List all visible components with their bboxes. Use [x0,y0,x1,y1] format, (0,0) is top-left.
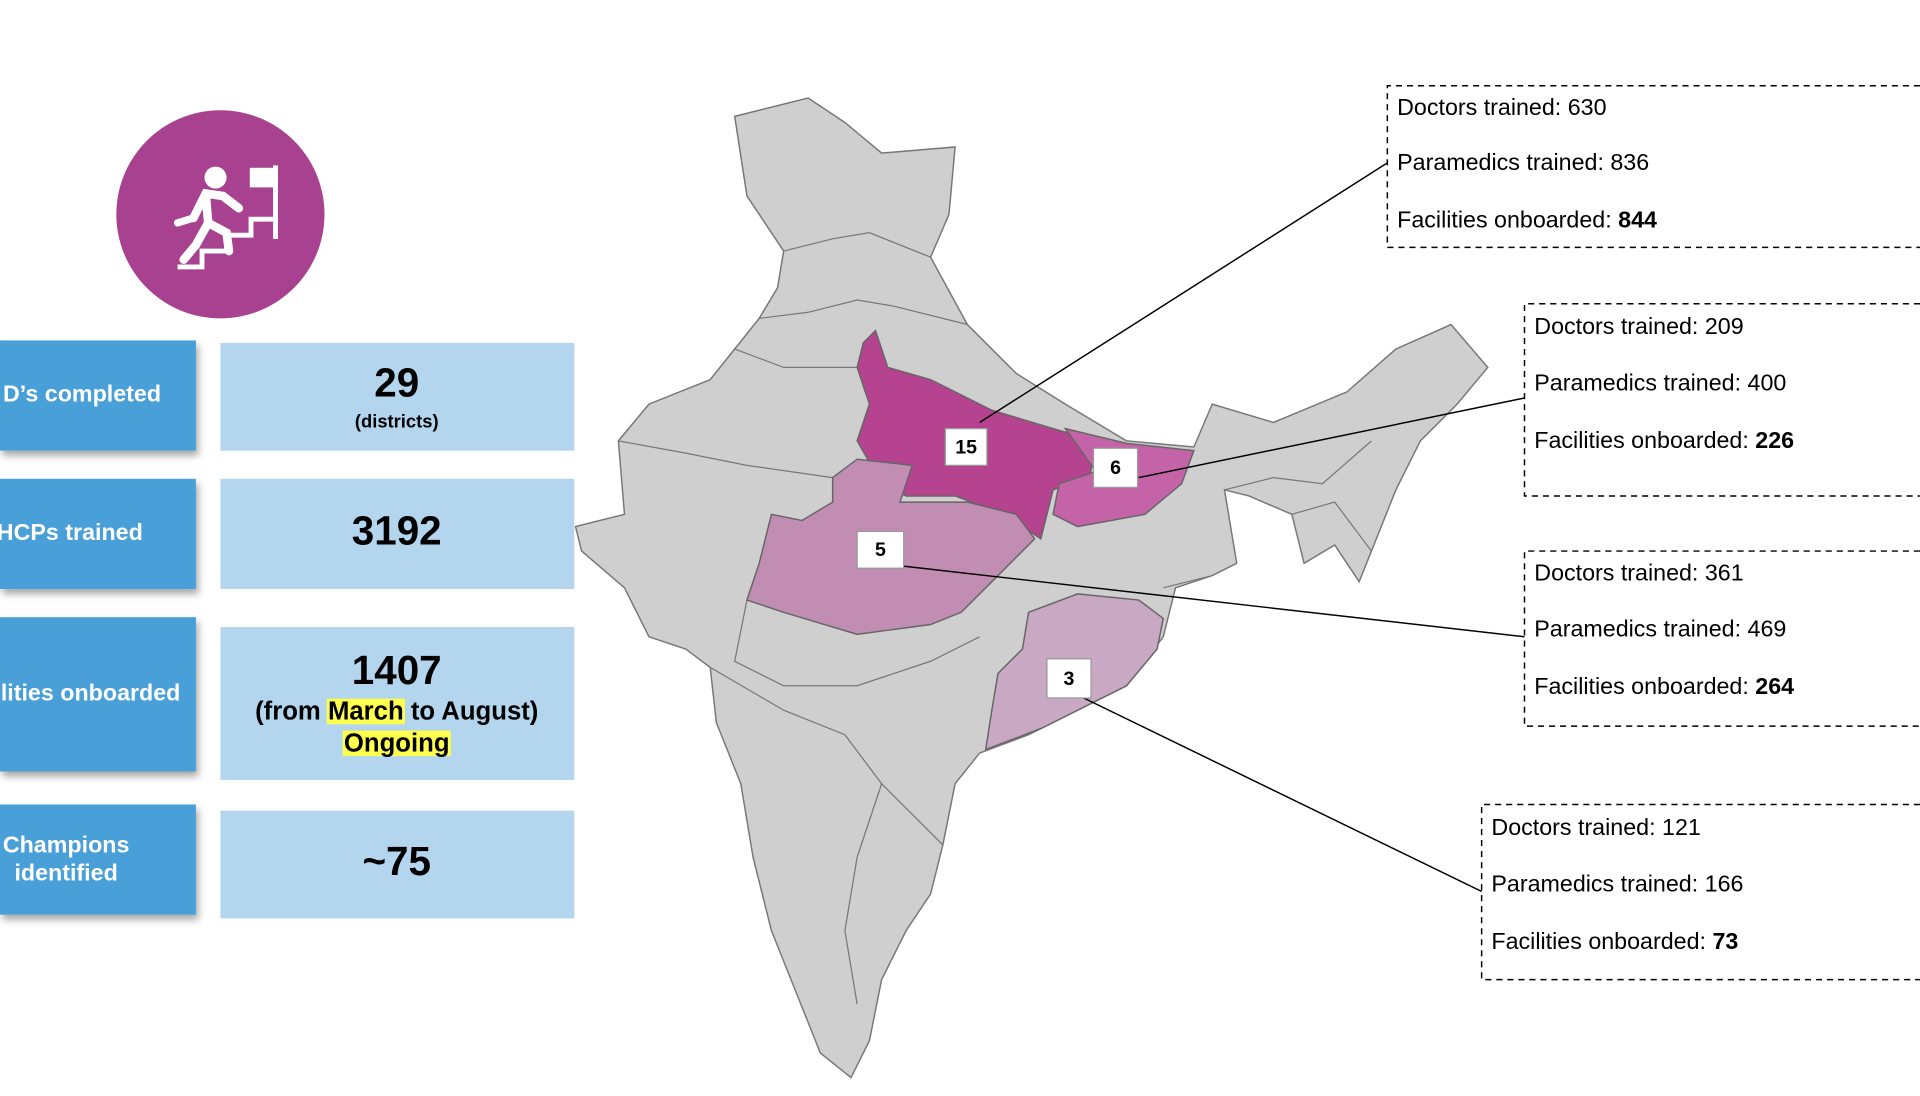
callout-line: Paramedics trained: 166 [1491,870,1743,896]
goal-icon [116,110,325,319]
map-marker [856,530,905,569]
marker-label: 5 [875,539,886,561]
note-part: (from [255,697,321,725]
callout-label: Facilities onboarded: [1534,427,1749,453]
state-borders [618,232,1372,1005]
callout-value: 264 [1755,673,1794,699]
callout-value: 469 [1748,616,1787,642]
text-highlight [342,730,451,757]
callout-value: 400 [1748,370,1787,396]
stat-label: lities onboarded [1,679,181,705]
callout-label: Facilities onboarded: [1491,928,1706,954]
stat-value: 1407 [352,647,442,693]
callout-line: Doctors trained: 630 [1397,94,1606,120]
callout-label: Doctors trained: [1534,559,1698,585]
stat-value: ~75 [362,838,431,884]
marker-label: 6 [1110,457,1121,479]
stat-label: Champions [3,831,130,857]
label-box [0,478,196,590]
callout-label: Doctors trained: [1397,94,1561,120]
callout-line: Facilities onboarded: 844 [1397,207,1657,233]
callout-label: Paramedics trained: [1491,870,1698,896]
note-part: to August) [411,697,539,725]
map-marker [1046,658,1092,699]
callout-value: 209 [1705,313,1744,339]
stats-panel: D’s completed 29 (districts) HCPs trained 31… [0,340,575,919]
map-marker [1092,447,1139,489]
callout-line: Facilities onboarded: 226 [1534,427,1794,453]
leader-line [1138,397,1525,479]
callout-value: 836 [1610,149,1649,175]
callout-label: Paramedics trained: [1534,616,1741,642]
stat-note: (districts) [355,410,439,431]
callout-label: Doctors trained: [1491,814,1655,840]
callout-value: 121 [1662,814,1701,840]
label-box [0,340,196,451]
callout-line: Paramedics trained: 836 [1397,149,1649,175]
leader-line [899,565,1525,638]
callout-value: 166 [1705,870,1744,896]
callout-box [1480,803,1920,981]
marker-label: 15 [955,436,977,458]
stat-value: 29 [374,359,419,405]
country-outline [574,97,1489,1079]
callout-label: Doctors trained: [1534,313,1698,339]
map-marker [944,428,988,466]
callout-label: Facilities onboarded: [1534,673,1749,699]
stat-label: D’s completed [3,381,161,407]
callout-line: Facilities onboarded: 73 [1491,928,1738,954]
stat-label: identified [14,859,117,885]
callout-value: 226 [1755,427,1794,453]
callout-label: Paramedics trained: [1534,370,1741,396]
callout-value: 630 [1568,94,1607,120]
text-highlight [326,698,405,725]
value-box [220,810,575,919]
stat-note: (from March to August) [255,697,538,725]
callout-line: Doctors trained: 361 [1534,559,1743,585]
note-part: March [328,697,404,725]
callouts: 15 Doctors trained: 630 Paramedics trained… [856,85,1920,981]
stat-status: Ongoing [344,729,450,757]
callout-line: Doctors trained: 209 [1534,313,1743,339]
value-box [220,342,575,451]
callout-value: 73 [1712,928,1738,954]
value-box [220,478,575,590]
stat-label: HCPs trained [0,519,143,545]
callout-value: 361 [1705,559,1744,585]
callout-label: Paramedics trained: [1397,149,1604,175]
callout-line: Doctors trained: 121 [1491,814,1700,840]
callout-line: Facilities onboarded: 264 [1534,673,1794,699]
callout-line: Paramedics trained: 469 [1534,616,1786,642]
callout-label: Facilities onboarded: [1397,207,1612,233]
label-box [0,617,196,772]
callout-value: 844 [1618,207,1657,233]
callout-box [1523,302,1920,497]
leader-line [979,162,1388,424]
india-map [574,97,1489,1079]
leader-line [1083,697,1482,893]
callout-box [1386,85,1920,249]
stat-value: 3192 [352,508,442,554]
label-box [0,804,196,915]
marker-label: 3 [1064,668,1075,690]
callout-line: Paramedics trained: 400 [1534,370,1786,396]
